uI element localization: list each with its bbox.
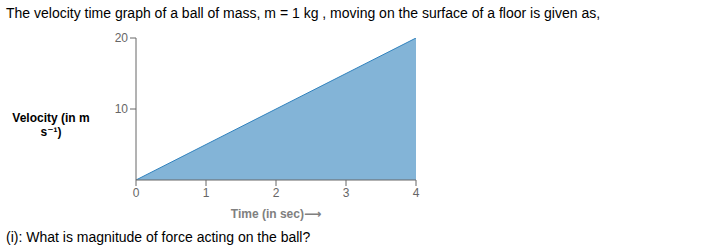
svg-text:4: 4	[413, 186, 420, 200]
svg-text:2: 2	[273, 186, 280, 200]
svg-text:20: 20	[115, 31, 129, 45]
svg-text:1: 1	[203, 186, 210, 200]
svg-text:0: 0	[133, 186, 140, 200]
svg-text:3: 3	[343, 186, 350, 200]
html-text:The velocity time graph of a b: The velocity time graph of a ball of mas…	[6, 5, 601, 21]
svg-text:Time (in sec)⟶: Time (in sec)⟶	[231, 207, 321, 221]
html-text:(i): What is magnitude of forc: (i): What is magnitude of force acting o…	[6, 229, 311, 245]
html-text:Velocity (in m s⁻¹): Velocity (in m s⁻¹)	[12, 111, 90, 139]
svg-text:10: 10	[115, 102, 129, 116]
